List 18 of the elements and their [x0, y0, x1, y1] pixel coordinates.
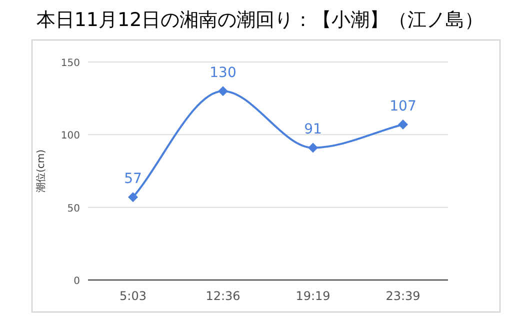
point	[218, 86, 228, 96]
y-tick-label: 150	[60, 58, 80, 69]
chart-title: 本日11月12日の湘南の潮回り：【小潮】（江ノ島）	[36, 9, 484, 31]
y-tick-label: 100	[60, 130, 80, 142]
point	[128, 192, 138, 202]
data-label: 107	[390, 98, 416, 114]
y-tick-label: 0	[74, 276, 80, 287]
x-tick-label: 19:19	[296, 289, 330, 303]
x-tick-label: 23:39	[386, 289, 420, 303]
data-label: 57	[124, 171, 142, 188]
data-label: 91	[304, 122, 322, 138]
x-tick-label: 5:03	[120, 289, 146, 303]
point	[398, 119, 408, 130]
x-tick-label: 12:36	[206, 289, 240, 303]
y-axis-title: 潮位(cm)	[35, 149, 47, 193]
point	[308, 142, 318, 153]
data-label: 130	[210, 65, 236, 82]
y-tick-label: 50	[67, 203, 80, 214]
